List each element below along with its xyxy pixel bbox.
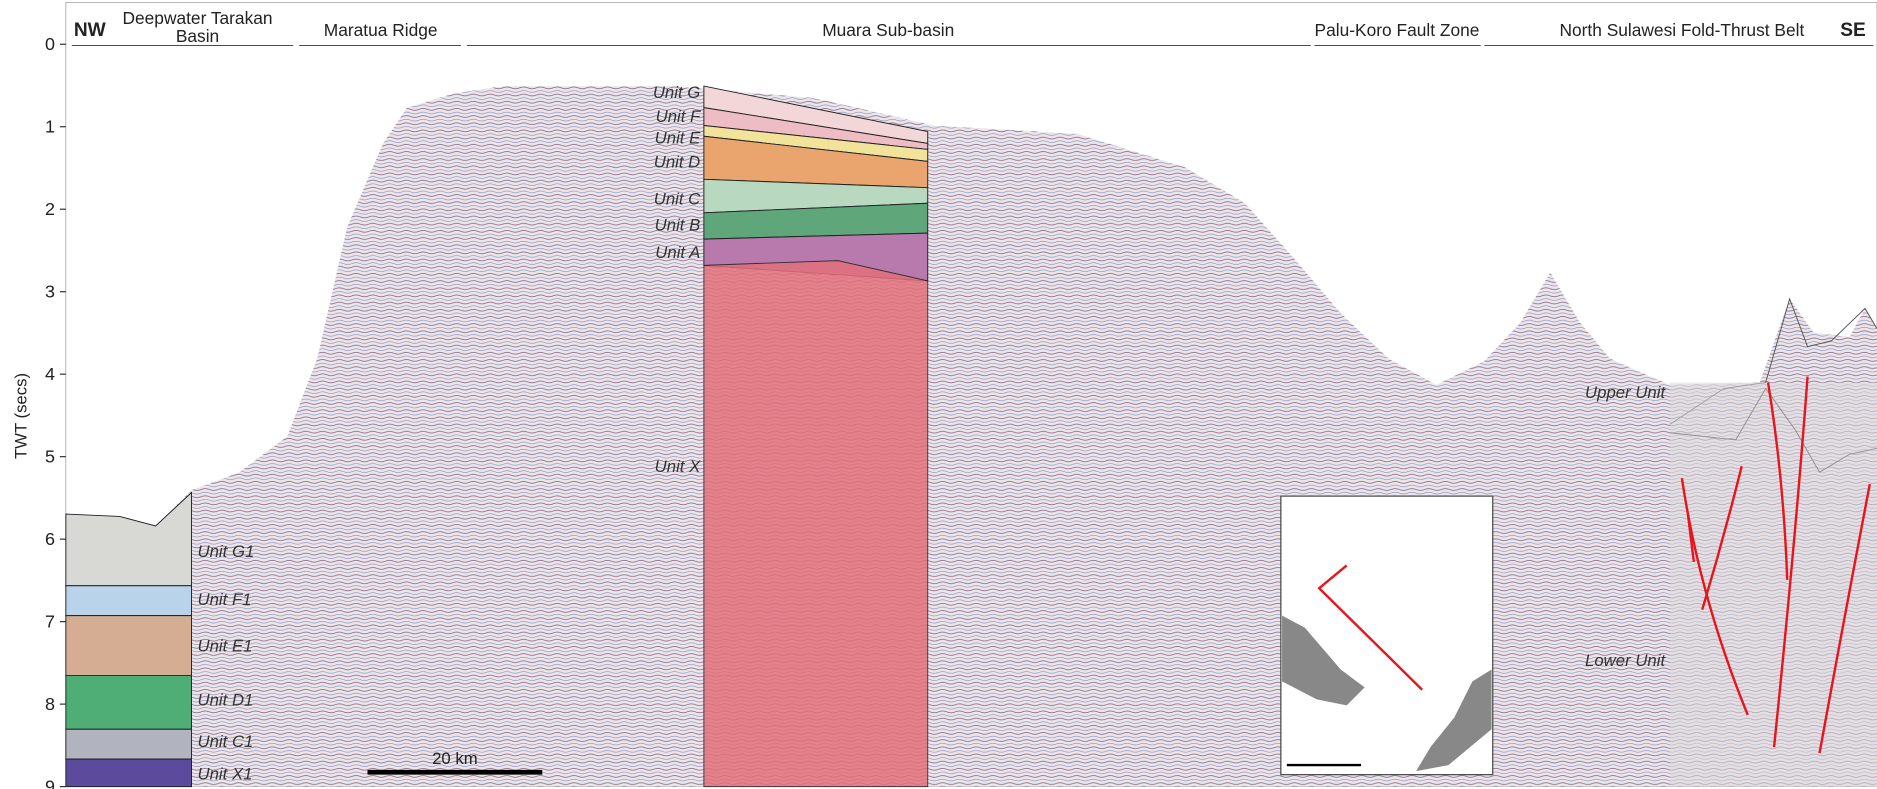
- unit-label: Unit X1: [198, 764, 253, 783]
- unit-label: Unit F1: [198, 590, 252, 609]
- tick-label: 2: [45, 199, 55, 219]
- unit-label: Unit D: [654, 152, 701, 171]
- unit-label: Unit G1: [198, 542, 255, 561]
- tick-label: 8: [45, 694, 55, 714]
- region-label: Palu-Koro Fault Zone: [1315, 20, 1480, 40]
- tick-label: 6: [45, 529, 55, 549]
- tarakan-column: [66, 493, 192, 787]
- region-label: Basin: [176, 26, 219, 46]
- tick-label: 7: [45, 612, 55, 632]
- tick-label: 4: [45, 364, 55, 384]
- page: 20 km NW SE TWT (secs) 0123456789Deepwat…: [0, 0, 1877, 789]
- tick-label: 0: [45, 34, 55, 54]
- unit-label: Lower Unit: [1585, 651, 1666, 670]
- unit-label: Unit B: [655, 216, 701, 235]
- direction: NW: [74, 20, 107, 41]
- scale-label: 20 km: [432, 749, 478, 768]
- tick-label: 3: [45, 282, 55, 302]
- region-label: Maratua Ridge: [324, 20, 438, 40]
- overlay: [1670, 383, 1877, 787]
- unit-label: Unit C: [654, 189, 701, 208]
- unit-label: Unit C1: [198, 732, 254, 751]
- unit-label: Unit X: [655, 457, 701, 476]
- axis-label: TWT (secs): [11, 373, 30, 459]
- muara-column: [704, 86, 928, 787]
- seismic-figure: 20 km NW SE TWT (secs) 0123456789Deepwat…: [0, 0, 1877, 789]
- seismic-section: [66, 86, 1877, 787]
- unit-label: Unit A: [655, 243, 700, 262]
- direction: SE: [1840, 20, 1866, 41]
- unit-label: Unit E1: [198, 637, 253, 656]
- region-label: North Sulawesi Fold-Thrust Belt: [1559, 20, 1804, 40]
- unit-label: Unit D1: [198, 690, 254, 709]
- unit-label: Unit E: [655, 128, 701, 147]
- unit-label: Upper Unit: [1585, 383, 1666, 402]
- unit-label: Unit F: [656, 107, 701, 126]
- tick-label: 1: [45, 117, 55, 137]
- region-label: Muara Sub-basin: [822, 20, 954, 40]
- tick-label: 5: [45, 447, 55, 467]
- unit-label: Unit G: [653, 83, 700, 102]
- inset-map: [1281, 496, 1493, 775]
- tick-label: 9: [45, 777, 55, 789]
